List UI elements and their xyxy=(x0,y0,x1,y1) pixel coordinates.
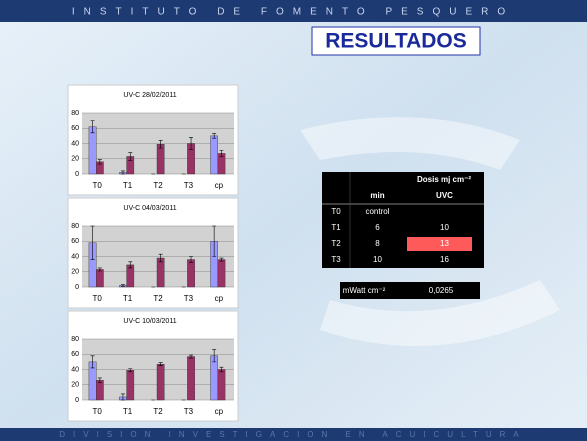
bar xyxy=(217,259,226,288)
error-bar xyxy=(189,137,194,150)
y-tick-label: 20 xyxy=(71,382,79,389)
bar xyxy=(217,369,226,401)
error-bar xyxy=(120,170,125,175)
bar xyxy=(187,356,195,401)
x-tick-label: T3 xyxy=(184,181,194,190)
table-bg xyxy=(322,172,484,268)
table-cell: 10 xyxy=(373,255,382,264)
x-tick-label: T2 xyxy=(153,407,163,416)
y-tick-label: 40 xyxy=(71,366,79,373)
x-tick-label: cp xyxy=(215,294,224,303)
y-tick-label: 40 xyxy=(71,253,79,260)
table-cell: 13 xyxy=(440,239,449,248)
y-tick-label: 80 xyxy=(71,336,79,343)
table-cell: control xyxy=(365,207,389,216)
y-tick-label: 0 xyxy=(75,171,79,178)
error-bar xyxy=(97,159,102,165)
error-bar xyxy=(120,393,125,401)
watermark xyxy=(300,117,560,346)
table-cell: 16 xyxy=(440,255,449,264)
chart-title: UV-C 10/03/2011 xyxy=(123,318,176,325)
y-tick-label: 60 xyxy=(71,351,79,358)
bar xyxy=(126,370,135,401)
x-tick-label: cp xyxy=(215,181,224,190)
y-tick-label: 60 xyxy=(71,125,79,132)
error-bar xyxy=(158,140,163,149)
bar xyxy=(187,259,195,288)
bar xyxy=(210,355,218,401)
error-bar xyxy=(97,377,102,383)
error-bar xyxy=(212,349,217,363)
y-tick-label: 80 xyxy=(71,110,79,117)
error-bar xyxy=(212,133,217,139)
error-bar xyxy=(219,150,224,157)
error-bar xyxy=(120,284,125,287)
bar xyxy=(210,135,218,175)
error-bar xyxy=(128,152,133,161)
x-tick-label: T0 xyxy=(93,181,103,190)
table-cell: T3 xyxy=(331,255,341,264)
x-tick-label: T3 xyxy=(184,407,194,416)
error-bar xyxy=(189,256,194,263)
error-bar xyxy=(189,354,194,359)
error-bar xyxy=(97,267,102,272)
y-tick-label: 40 xyxy=(71,140,79,147)
x-tick-label: cp xyxy=(215,407,224,416)
x-tick-label: T2 xyxy=(153,181,163,190)
x-tick-label: T1 xyxy=(123,294,133,303)
power-value: 0,0265 xyxy=(429,286,454,295)
highlight-cell xyxy=(407,237,472,251)
error-bar xyxy=(158,253,163,263)
x-tick-label: T1 xyxy=(123,181,133,190)
error-bar xyxy=(219,366,224,373)
title: RESULTADOS xyxy=(325,30,467,53)
bar xyxy=(95,269,104,288)
footer: DIVISION INVESTIGACION EN ACUICULTURA xyxy=(59,430,526,439)
error-bar xyxy=(212,225,217,257)
table-cell: T0 xyxy=(331,207,341,216)
error-bar xyxy=(90,225,95,260)
header: INSTITUTO DE FOMENTO PESQUERO xyxy=(72,7,514,18)
table-cell: 10 xyxy=(440,223,449,232)
column-header: UVC xyxy=(436,191,453,200)
bar xyxy=(156,144,165,175)
table-header: Dosis mj cm⁻² xyxy=(417,175,471,184)
chart-title: UV-C 28/02/2011 xyxy=(123,92,176,99)
error-bar xyxy=(219,257,224,262)
bar xyxy=(156,363,165,401)
y-tick-label: 0 xyxy=(75,397,79,404)
error-bar xyxy=(128,261,133,269)
power-label: mWatt cm⁻² xyxy=(343,286,386,295)
x-tick-label: T3 xyxy=(184,294,194,303)
table-cell: 8 xyxy=(375,239,380,248)
y-tick-label: 60 xyxy=(71,238,79,245)
error-bar xyxy=(128,368,133,373)
bar xyxy=(88,126,97,175)
power-box xyxy=(340,282,480,299)
table-cell: T2 xyxy=(331,239,341,248)
x-tick-label: T2 xyxy=(153,294,163,303)
header-bar xyxy=(0,0,587,22)
title-box xyxy=(311,26,481,56)
y-tick-label: 0 xyxy=(75,284,79,291)
bar xyxy=(95,379,104,401)
chart-title: UV-C 04/03/2011 xyxy=(123,205,176,212)
table-cell: 6 xyxy=(375,223,380,232)
y-tick-label: 80 xyxy=(71,223,79,230)
error-bar xyxy=(90,355,95,369)
footer-bar xyxy=(0,428,587,441)
error-bar xyxy=(158,362,163,366)
error-bar xyxy=(90,120,95,134)
x-tick-label: T0 xyxy=(93,294,103,303)
y-tick-label: 20 xyxy=(71,269,79,276)
bar xyxy=(156,257,165,288)
column-header: min xyxy=(370,191,384,200)
x-tick-label: T0 xyxy=(93,407,103,416)
table-cell: T1 xyxy=(331,223,341,232)
x-tick-label: T1 xyxy=(123,407,133,416)
y-tick-label: 20 xyxy=(71,156,79,163)
